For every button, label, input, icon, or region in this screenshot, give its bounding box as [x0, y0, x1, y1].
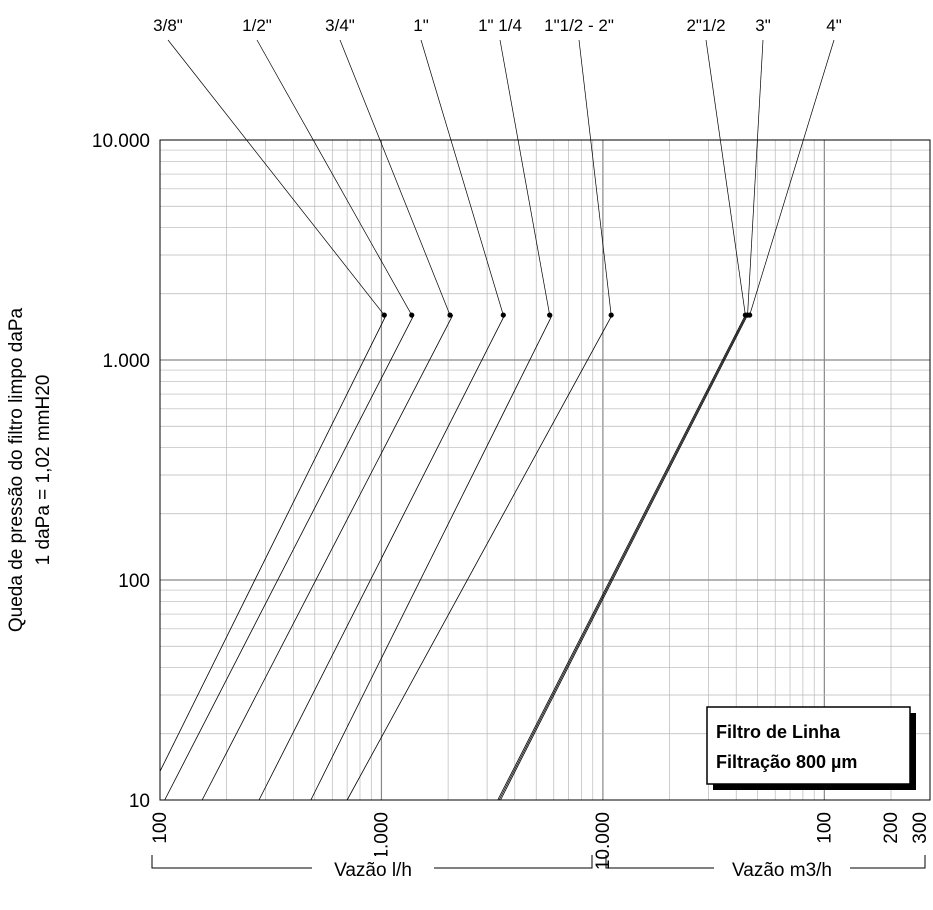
leader-line-1-2in: [256, 39, 413, 316]
series-line-3-4in: [201, 314, 454, 801]
leader-line-3in: [747, 39, 764, 316]
series-line-1in1-2-2in: [346, 314, 613, 801]
marker-1in: [500, 312, 506, 318]
leader-line-4in: [749, 39, 835, 316]
annotation-box-panel: [706, 706, 911, 785]
plot-frame: [159, 139, 931, 801]
series-lines: 3/8" 1/2" 3/4" 1" 1" 1/4 1"1/2 - 2" 2"1/2 3" 4": [153, 16, 842, 801]
x-tick-label: 300: [910, 812, 931, 844]
marker-3-8in: [381, 312, 387, 318]
x-tick-label: 100: [150, 812, 171, 844]
series-line-2in1-2: [497, 314, 746, 801]
leader-line-1in: [420, 39, 504, 316]
series-label-3in: 3": [755, 16, 771, 35]
x-group-label-bg-lh: [312, 856, 434, 880]
series-line-1in-1-4: [310, 314, 553, 801]
marker-1in1-2-2in: [608, 312, 614, 318]
series-label-3-8in: 3/8": [153, 16, 183, 35]
series-line-1in: [258, 314, 505, 801]
y-tick-label: 10: [129, 791, 150, 812]
x-tick-label: 200: [881, 812, 902, 844]
y-tick-label: 100: [118, 571, 150, 592]
x-group-label-m3h: Vazão m3/h: [732, 860, 832, 881]
leader-line-1in-1-4: [499, 39, 551, 316]
y-tick-label: 10.000: [92, 131, 150, 152]
y-axis-title-line-1: Queda de pressão do filtro limpo daPa: [6, 307, 27, 632]
x-tick-label: 1.000: [371, 812, 392, 860]
y-axis-title-line-2: 1 daPa = 1,02 mmH20: [33, 375, 54, 566]
annotation-box: Filtro de Linha Filtração 800 µm: [706, 706, 916, 790]
x-group-label-bg-m3h: [714, 856, 850, 880]
y-axis-title: Queda de pressão do filtro limpo daPa 1 …: [6, 307, 54, 632]
marker-3-4in: [447, 312, 453, 318]
marker-1in-1-4: [547, 312, 553, 318]
series-label-3-4in: 3/4": [325, 16, 355, 35]
grid: [160, 140, 931, 800]
series-line-4in: [500, 314, 748, 801]
leader-line-3-4in: [339, 39, 451, 316]
series-label-1in-1-4: 1" 1/4: [478, 16, 522, 35]
series-label-1-2in: 1/2": [242, 16, 272, 35]
marker-4in: [747, 312, 753, 318]
series-line-3in: [498, 314, 747, 801]
x-group-label-lh: Vazão l/h: [334, 860, 412, 881]
y-tick-label: 1.000: [102, 351, 150, 372]
x-tick-label: 100: [814, 812, 835, 844]
series-label-1in1-2-2in: 1"1/2 - 2": [544, 16, 614, 35]
annotation-line-2: Filtração 800 µm: [716, 752, 857, 772]
series-label-4in: 4": [826, 16, 842, 35]
series-label-1in: 1": [413, 16, 429, 35]
series-line-3-8in: [159, 314, 387, 772]
annotation-line-1: Filtro de Linha: [716, 722, 841, 742]
leader-line-3-8in: [167, 39, 385, 316]
series-line-1-2in: [164, 314, 415, 801]
marker-1-2in: [409, 312, 415, 318]
leader-line-2in1-2: [705, 39, 746, 316]
series-label-2in1-2: 2"1/2: [686, 16, 725, 35]
x-axis-groups: Vazão l/h Vazão m3/h: [151, 855, 926, 881]
x-tick-label: 10.000: [593, 812, 614, 870]
leader-line-1in1-2-2in: [578, 39, 612, 316]
